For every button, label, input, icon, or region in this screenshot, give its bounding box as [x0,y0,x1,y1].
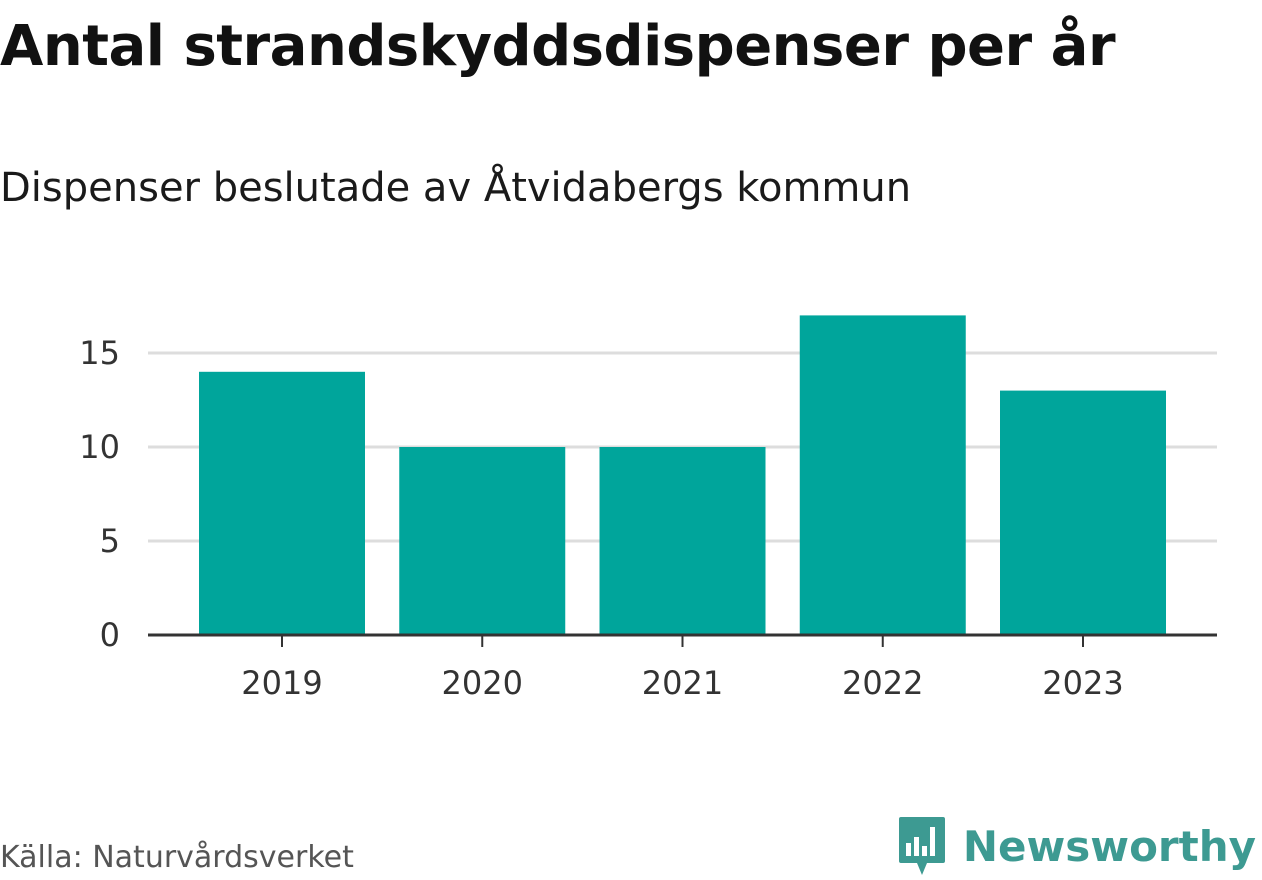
x-axis-ticks: 2019 2020 2021 2022 2023 [241,635,1124,702]
brand-name: Newsworthy [962,822,1256,871]
brand: Newsworthy [897,814,1256,880]
bar-2023 [1000,390,1166,635]
chart-subtitle: Dispenser beslutade av Åtvidabergs kommu… [0,165,912,211]
source-note: Källa: Naturvårdsverket [0,840,354,875]
x-tick-label: 2019 [241,664,322,702]
y-tick-label: 0 [100,616,120,654]
x-tick-label: 2020 [442,664,523,702]
bar-2019 [199,371,365,635]
bar-2022 [799,315,966,635]
bar-chart-speech-bubble-icon [898,817,945,875]
x-tick-label: 2022 [842,664,923,702]
bar-2020 [399,447,566,635]
y-tick-label: 10 [79,428,120,466]
bar-2021 [599,447,766,635]
x-tick-label: 2023 [1042,664,1123,702]
y-tick-label: 15 [79,334,120,372]
y-tick-label: 5 [100,522,120,560]
chart-title: Antal strandskyddsdispenser per år [0,14,1116,79]
y-axis-ticks: 0 5 10 15 [79,334,120,654]
bars [199,315,1166,635]
x-tick-label: 2021 [642,664,723,702]
